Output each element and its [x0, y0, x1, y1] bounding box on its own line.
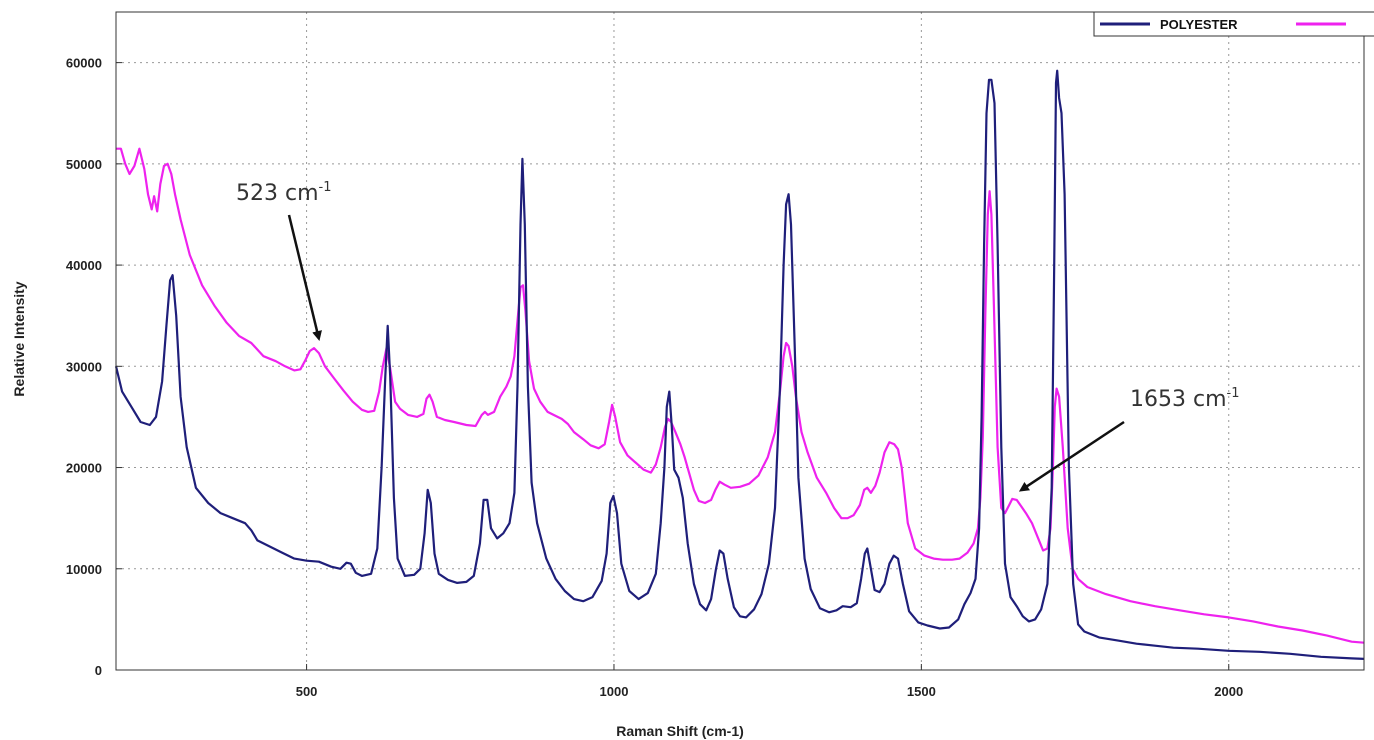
x-axis-title: Raman Shift (cm-1) [616, 723, 744, 739]
annotation-superscript: -1 [319, 180, 332, 195]
series-group [114, 69, 1365, 660]
annotation-label: 1653 cm-1 [1130, 386, 1239, 412]
annotation-superscript: -1 [1227, 386, 1240, 401]
y-axis-title: Relative Intensity [11, 281, 27, 396]
y-tick-label: 0 [95, 663, 102, 678]
y-tick-label: 30000 [66, 359, 102, 374]
annotations: 523 cm-1 1653 cm-1 [236, 180, 1239, 492]
annotation-arrow [287, 214, 322, 341]
y-tick-label: 20000 [66, 461, 102, 476]
annotation-label: 523 cm-1 [236, 180, 331, 206]
y-tick-label: 40000 [66, 258, 102, 273]
y-tick-label: 10000 [66, 562, 102, 577]
x-tick-label: 1000 [600, 684, 629, 699]
legend-label-polyester: POLYESTER [1160, 17, 1238, 32]
y-tick-label: 60000 [66, 56, 102, 71]
tick-labels: 500 1000 1500 20000100002000030000400005000… [66, 56, 1243, 699]
grid [116, 12, 1364, 670]
plot-border [115, 11, 1365, 671]
series-line-0 [114, 69, 1365, 660]
series-line-1 [116, 147, 1365, 644]
legend: POLYESTER [1093, 11, 1374, 37]
annotation-arrow [1018, 420, 1125, 492]
x-tick-label: 1500 [907, 684, 936, 699]
x-tick-label: 2000 [1214, 684, 1243, 699]
x-tick-label: 500 [296, 684, 318, 699]
y-tick-label: 50000 [66, 157, 102, 172]
